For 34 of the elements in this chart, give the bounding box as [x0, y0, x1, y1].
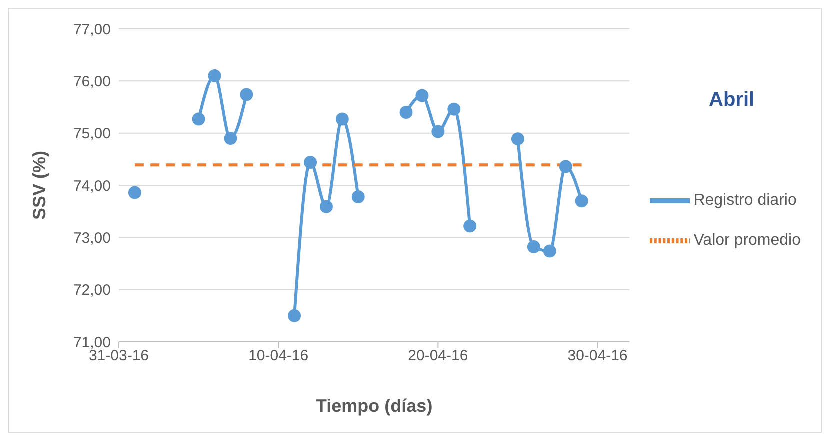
- point: [527, 240, 540, 254]
- point: [575, 194, 588, 208]
- point: [320, 200, 333, 214]
- point: [208, 69, 222, 82]
- y-tick-label: 73,00: [73, 230, 111, 247]
- y-tick-label: 76,00: [73, 73, 111, 90]
- point: [511, 132, 524, 146]
- point: [240, 88, 254, 102]
- point: [128, 186, 142, 200]
- text: Abril: [709, 89, 755, 112]
- point: [543, 244, 556, 258]
- point: [432, 125, 445, 138]
- point: [416, 89, 429, 102]
- point: [224, 132, 238, 146]
- y-tick-label: 74,00: [73, 178, 111, 195]
- x-tick-label: 20-04-16: [408, 348, 468, 365]
- point: [352, 190, 365, 204]
- point: [448, 102, 461, 116]
- y-tick-label: 72,00: [73, 282, 111, 300]
- point: [304, 156, 318, 170]
- point: [288, 309, 302, 322]
- x-tick-label: 10-04-16: [248, 348, 309, 365]
- point: [559, 160, 572, 174]
- y-tick-label: 77,00: [73, 21, 111, 38]
- point: [192, 112, 206, 126]
- y-tick-label: 75,00: [73, 126, 111, 143]
- point: [400, 106, 413, 119]
- x-axis-title: Tiempo (días): [316, 396, 433, 416]
- legend-label: Registro diario: [694, 192, 797, 209]
- x-tick-label: 30-04-16: [568, 348, 628, 365]
- y-axis-title: SSV (%): [29, 150, 50, 220]
- legend-label: Valor promedio: [694, 232, 801, 249]
- point: [336, 112, 349, 126]
- point: [464, 220, 477, 233]
